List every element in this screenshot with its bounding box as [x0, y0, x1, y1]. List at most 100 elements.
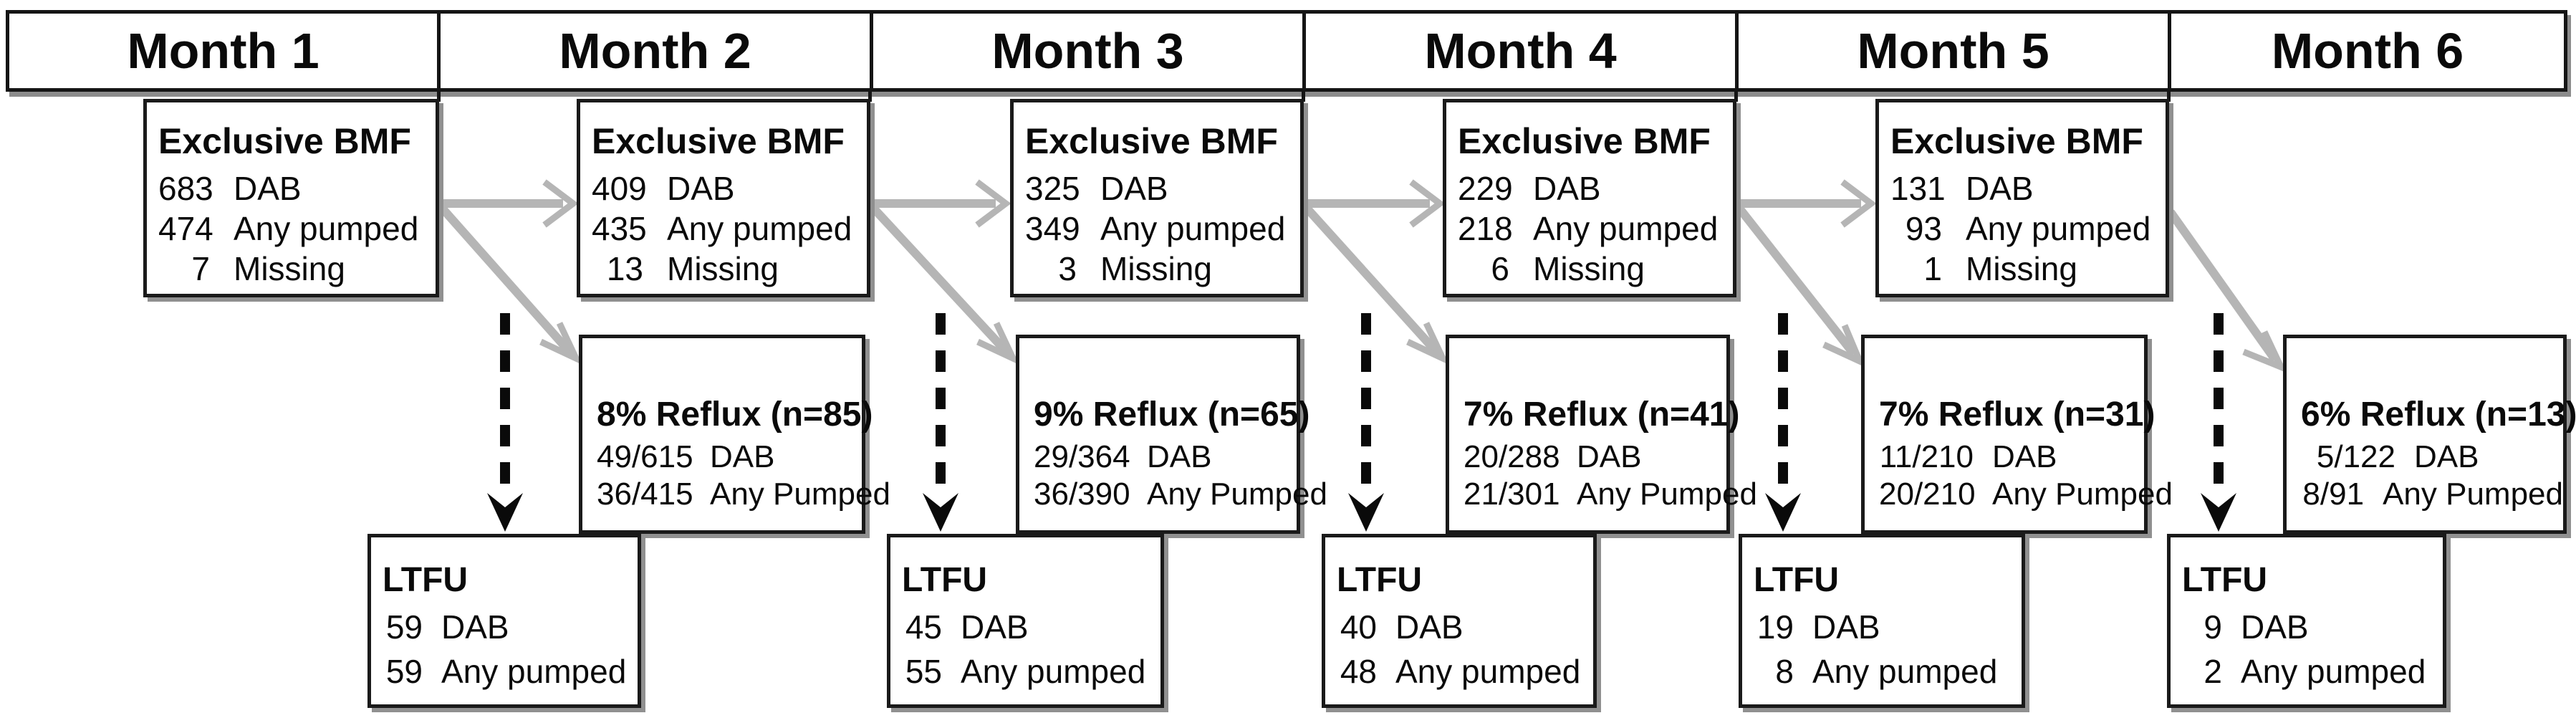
- row-label: DAB: [2414, 439, 2479, 474]
- bmf-box-month-1: Exclusive BMF 683 DAB 474 Any pumped 7 Miss…: [143, 99, 439, 297]
- month-label: Month 2: [559, 23, 751, 79]
- arrow-ltfu-dashed-4-head: [1765, 493, 1801, 532]
- row-value: 229: [1458, 170, 1513, 207]
- row-label: DAB: [2241, 608, 2309, 646]
- bmf-box-month-2: Exclusive BMF 409 DAB 435 Any pumped 13 Mis…: [577, 99, 870, 297]
- row-value: 20/210: [1879, 477, 1976, 512]
- row-label: Missing: [1100, 250, 1212, 287]
- row-value: 20/288: [1464, 439, 1560, 474]
- data-row: 474 Any pumped: [158, 209, 436, 249]
- ltfu-box-4: LTFU 19 DAB 8 Any pumped: [1739, 534, 2025, 708]
- arrow-diagonal-5-head: [2242, 330, 2287, 373]
- data-row: 5/122 DAB: [2301, 439, 2563, 476]
- row-value: 19: [1756, 608, 1794, 646]
- data-row: 59 DAB: [383, 605, 638, 649]
- row-label: DAB: [1812, 608, 1880, 646]
- row-label: Any pumped: [1966, 210, 2151, 247]
- month-header-row: Month 1 Month 2 Month 3 Month 4 Month 5 …: [6, 10, 2567, 92]
- row-label: Any pumped: [1533, 210, 1719, 247]
- box-title: 8% Reflux (n=85): [597, 396, 873, 434]
- arrow-ltfu-dashed-1-head: [487, 493, 523, 532]
- row-label: DAB: [1577, 439, 1642, 474]
- month-label: Month 5: [1857, 23, 2049, 79]
- box-rows: 325 DAB 349 Any pumped 3 Missing: [1025, 168, 1300, 289]
- reflux-box-4: 7% Reflux (n=31) 11/210 DAB 20/210 Any Pum…: [1861, 335, 2173, 534]
- row-value: 13: [606, 250, 643, 287]
- arrow-diagonal-5: [2167, 209, 2279, 363]
- row-value: 11/210: [1879, 439, 1974, 474]
- box-rows: 20/288 DAB 21/301 Any Pumped: [1464, 439, 1757, 513]
- box-title: 7% Reflux (n=41): [1464, 396, 1740, 434]
- box-rows: 11/210 DAB 20/210 Any Pumped: [1879, 439, 2173, 513]
- box-rows: 29/364 DAB 36/390 Any Pumped: [1034, 439, 1327, 513]
- arrow-diagonal-1-head: [539, 322, 583, 365]
- row-value: 131: [1890, 170, 1946, 207]
- row-label: Any pumped: [1100, 210, 1286, 247]
- row-value: 21/301: [1464, 477, 1560, 512]
- row-value: 7: [191, 250, 210, 287]
- row-value: 9: [2203, 608, 2222, 646]
- data-row: 11/210 DAB: [1879, 439, 2144, 476]
- row-label: DAB: [1395, 608, 1464, 646]
- row-value: 8/91: [2302, 477, 2365, 512]
- month-header-6: Month 6: [2168, 14, 2564, 88]
- box-title: LTFU: [1337, 561, 1423, 599]
- row-value: 29/364: [1034, 439, 1130, 474]
- row-label: Any pumped: [234, 210, 419, 247]
- row-label: DAB: [961, 608, 1029, 646]
- arrow-horizontal-4-head: [1840, 179, 1877, 228]
- row-value: 474: [158, 210, 213, 247]
- month-header-1: Month 1: [9, 14, 437, 88]
- reflux-box-1: 8% Reflux (n=85) 49/615 DAB 36/415 Any Pum…: [579, 335, 890, 534]
- data-row: 13 Missing: [592, 249, 867, 289]
- row-label: Any pumped: [2241, 653, 2426, 690]
- box-title: Exclusive BMF: [592, 121, 845, 161]
- ltfu-box-2: LTFU 45 DAB 55 Any pumped: [887, 534, 1164, 708]
- row-label: Any pumped: [1395, 653, 1581, 690]
- row-label: Any Pumped: [1147, 477, 1327, 512]
- row-label: Any Pumped: [710, 477, 890, 512]
- data-row: 40 DAB: [1337, 605, 1593, 649]
- ltfu-box-1: LTFU 59 DAB 59 Any pumped: [367, 534, 641, 708]
- ltfu-box-5: LTFU 9 DAB 2 Any pumped: [2167, 534, 2446, 708]
- data-row: 55 Any pumped: [902, 649, 1160, 694]
- row-label: DAB: [234, 170, 302, 207]
- box-rows: 5/122 DAB 8/91 Any Pumped: [2301, 439, 2563, 513]
- box-rows: 49/615 DAB 36/415 Any Pumped: [597, 439, 890, 513]
- row-label: Missing: [1966, 250, 2077, 287]
- month-header-5: Month 5: [1735, 14, 2168, 88]
- box-rows: 19 DAB 8 Any pumped: [1754, 605, 2022, 694]
- row-value: 409: [592, 170, 647, 207]
- column-divider: [2167, 89, 2171, 102]
- box-title: LTFU: [902, 561, 988, 599]
- reflux-box-2: 9% Reflux (n=65) 29/364 DAB 36/390 Any Pum…: [1016, 335, 1327, 534]
- box-title: 6% Reflux (n=13): [2301, 396, 2576, 434]
- row-value: 1: [1923, 250, 1942, 287]
- data-row: 325 DAB: [1025, 168, 1300, 209]
- data-row: 409 DAB: [592, 168, 867, 209]
- box-title: Exclusive BMF: [158, 121, 411, 161]
- box-rows: 9 DAB 2 Any pumped: [2182, 605, 2443, 694]
- month-label: Month 6: [2271, 23, 2464, 79]
- box-title: LTFU: [2182, 561, 2268, 599]
- box-title: Exclusive BMF: [1458, 121, 1711, 161]
- data-row: 48 Any pumped: [1337, 649, 1593, 694]
- data-row: 36/415 Any Pumped: [597, 476, 890, 513]
- arrow-diagonal-3: [1302, 203, 1441, 356]
- arrow-ltfu-dashed-5-head: [2201, 493, 2236, 532]
- data-row: 6 Missing: [1458, 249, 1733, 289]
- row-label: Any pumped: [1812, 653, 1998, 690]
- arrow-diagonal-4: [1734, 204, 1857, 357]
- row-label: Any Pumped: [1992, 477, 2173, 512]
- data-row: 93 Any pumped: [1890, 209, 2166, 249]
- month-label: Month 1: [127, 23, 319, 79]
- row-value: 93: [1905, 210, 1942, 247]
- box-rows: 409 DAB 435 Any pumped 13 Missing: [592, 168, 867, 289]
- row-label: DAB: [1992, 439, 2057, 474]
- row-value: 349: [1025, 210, 1080, 247]
- row-label: Any pumped: [667, 210, 852, 247]
- data-row: 20/210 Any Pumped: [1879, 476, 2173, 513]
- bmf-box-month-4: Exclusive BMF 229 DAB 218 Any pumped 6 Miss…: [1443, 99, 1736, 297]
- bmf-box-month-5: Exclusive BMF 131 DAB 93 Any pumped 1 Missi…: [1875, 99, 2169, 297]
